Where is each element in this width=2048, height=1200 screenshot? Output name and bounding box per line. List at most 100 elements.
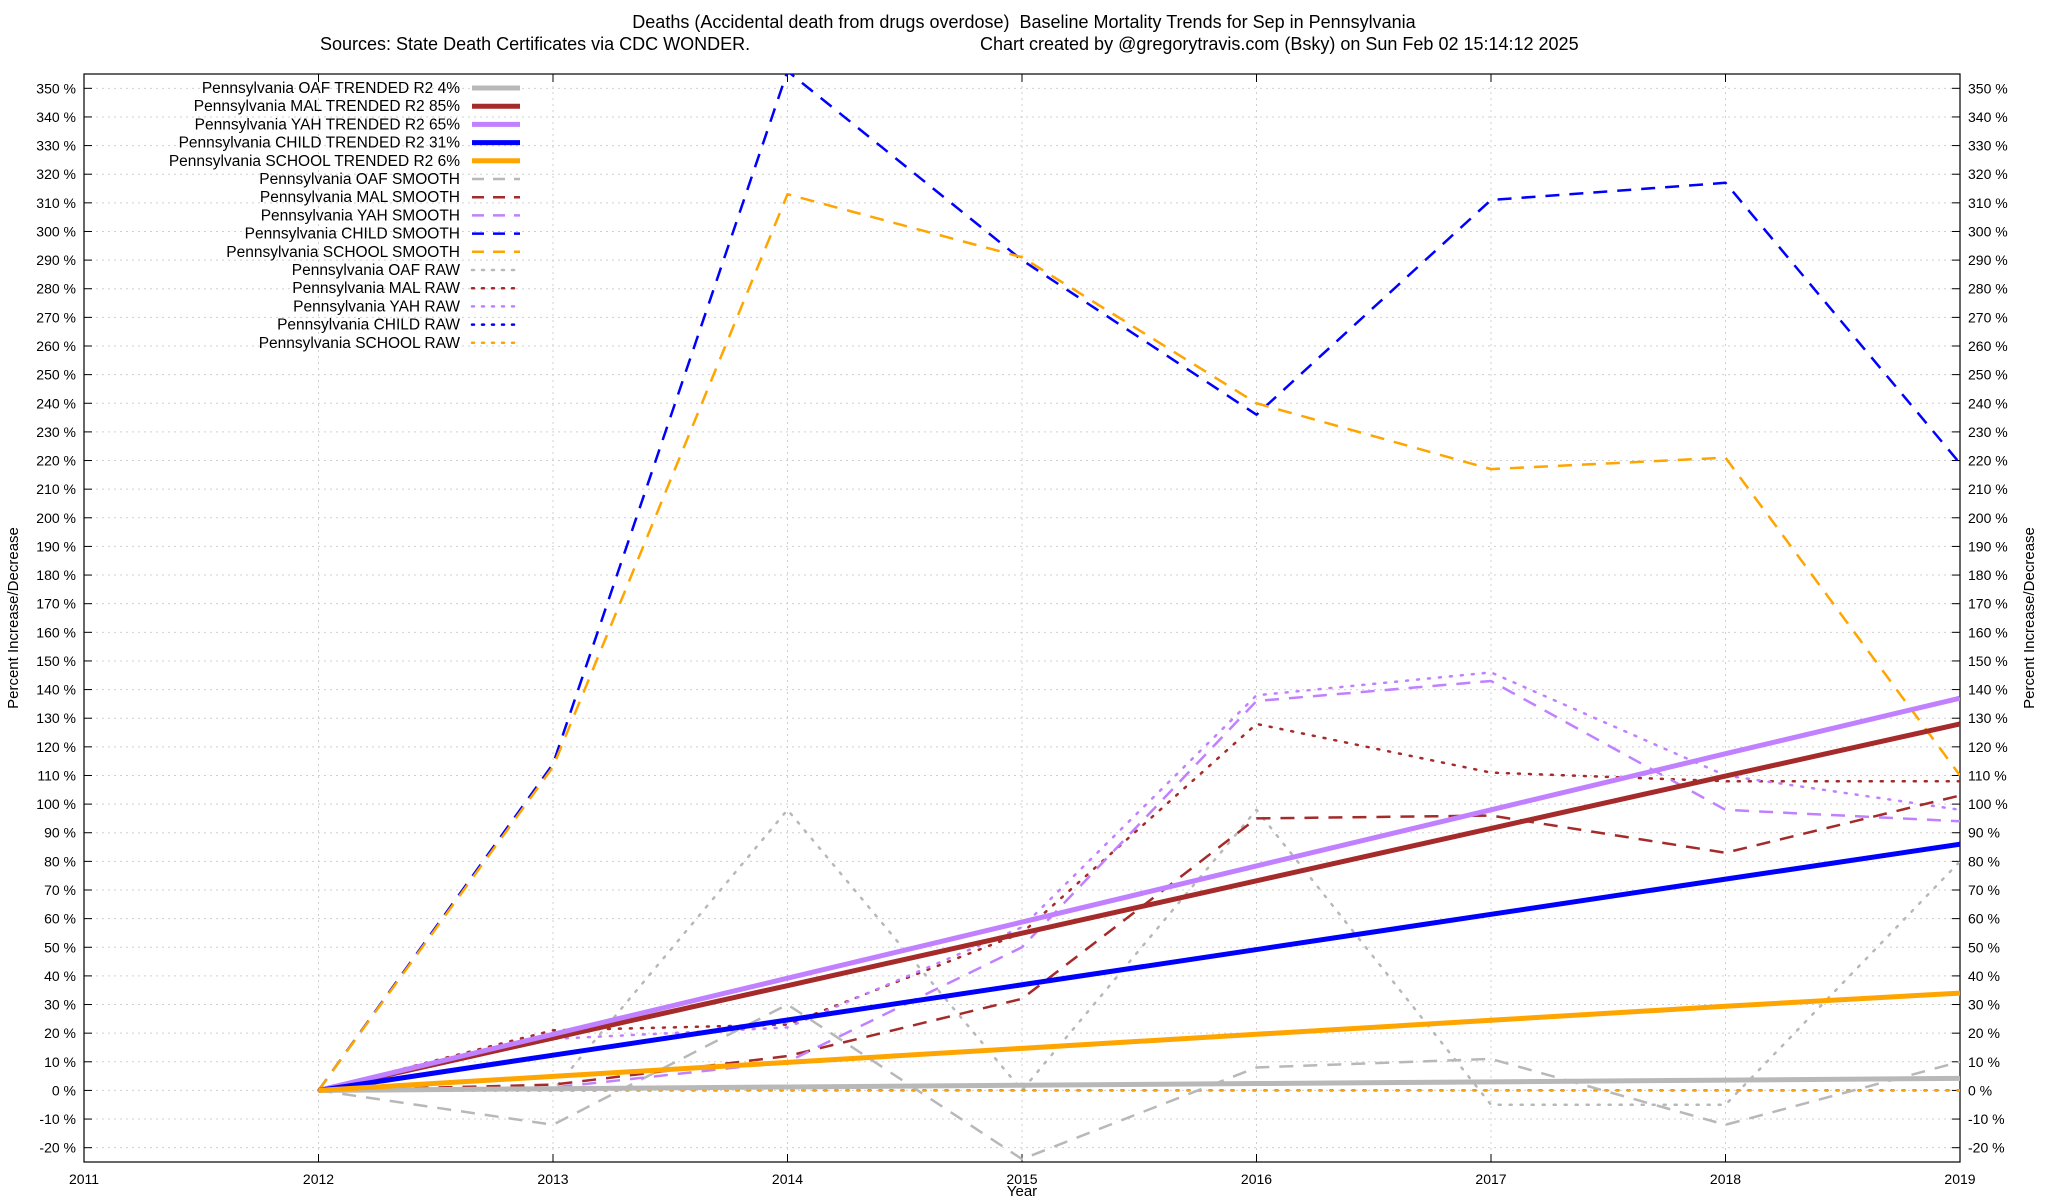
y-tick-label: 200 % [36,510,76,526]
legend-label: Pennsylvania CHILD SMOOTH [245,226,460,243]
legend-label: Pennsylvania YAH TRENDED R2 65% [195,116,461,133]
legend-label: Pennsylvania MAL TRENDED R2 85% [194,98,460,115]
y2-tick-label: 190 % [1968,538,2008,554]
legend-label: Pennsylvania SCHOOL RAW [259,335,461,352]
y2-tick-label: 290 % [1968,252,2008,268]
y-tick-label: 70 % [44,882,76,898]
y-tick-label: 240 % [36,395,76,411]
y2-tick-label: 260 % [1968,338,2008,354]
x-tick-label: 2015 [1006,1171,1037,1187]
x-tick-label: 2012 [303,1171,334,1187]
y2-tick-label: 120 % [1968,739,2008,755]
y-tick-label: 350 % [36,80,76,96]
y-tick-label: 50 % [44,939,76,955]
y-tick-label: 160 % [36,624,76,640]
legend-label: Pennsylvania MAL RAW [292,280,460,297]
legend: Pennsylvania OAF TRENDED R2 4%Pennsylvan… [169,80,522,352]
legend-label: Pennsylvania OAF RAW [292,262,461,279]
y-tick-label: 30 % [44,997,76,1013]
legend-label: Pennsylvania OAF TRENDED R2 4% [202,80,460,97]
y-tick-label: 250 % [36,367,76,383]
y-tick-label: -10 % [39,1111,76,1127]
y2-tick-label: 330 % [1968,138,2008,154]
y2-tick-label: -10 % [1968,1111,2005,1127]
series-line-8 [317,74,1960,1092]
y2-tick-label: 60 % [1968,911,2000,927]
y-tick-label: 280 % [36,281,76,297]
x-tick-label: 2013 [537,1171,568,1187]
legend-label: Pennsylvania YAH SMOOTH [261,207,460,224]
y2-tick-label: 130 % [1968,710,2008,726]
y-tick-label: 110 % [37,767,76,783]
y-tick-label: 320 % [36,166,76,182]
legend-label: Pennsylvania YAH RAW [293,298,460,315]
y2-tick-label: 200 % [1968,510,2008,526]
y-tick-label: 80 % [44,853,76,869]
axes: -20 % -20 % -10 % -10 % 0 % 0 % 10 % 10 % 20 % 20… [36,73,2008,1187]
y-tick-label: 100 % [36,796,76,812]
y2-tick-label: 310 % [1968,195,2008,211]
series-line-2 [317,695,1960,1093]
y2-tick-label: 50 % [1968,939,2000,955]
y2-tick-label: 20 % [1968,1025,2000,1041]
x-axis-label: Year [1007,1183,1037,1200]
y-axis-label: Percent Increase/Decrease [5,527,22,709]
series-line-9 [317,193,1960,1092]
x-tick-label: 2018 [1710,1171,1741,1187]
y2-tick-label: 270 % [1968,309,2008,325]
y-tick-label: 40 % [44,968,76,984]
series-line-1 [317,721,1960,1093]
series-line-3 [318,841,1960,1093]
legend-label: Pennsylvania CHILD RAW [277,317,460,334]
x-tick-label: 2011 [69,1171,99,1187]
y2-tick-label: 30 % [1968,997,2000,1013]
y-tick-label: 290 % [36,252,76,268]
y2-tick-label: 40 % [1968,968,2000,984]
y2-tick-label: 280 % [1968,281,2008,297]
y2-tick-label: 0 % [1968,1082,1992,1098]
y2-tick-label: 160 % [1968,624,2008,640]
y2-tick-label: 110 % [1968,767,2007,783]
y-tick-label: 60 % [44,911,76,927]
y-tick-label: 190 % [36,538,76,554]
grid [83,74,1961,1162]
legend-label: Pennsylvania MAL SMOOTH [260,189,460,206]
y2-tick-label: 100 % [1968,796,2008,812]
y2-tick-label: 250 % [1968,367,2008,383]
y-tick-label: 180 % [36,567,76,583]
y-tick-label: 310 % [36,195,76,211]
legend-label: Pennsylvania OAF SMOOTH [259,171,460,188]
chart-subtitle-left: Sources: State Death Certificates via CD… [320,34,751,54]
y2-tick-label: 240 % [1968,395,2008,411]
y2-tick-label: 180 % [1968,567,2008,583]
y2-tick-label: 170 % [1968,596,2008,612]
y-tick-label: 210 % [36,481,76,497]
y-tick-label: 230 % [36,424,76,440]
y-tick-label: -20 % [39,1140,76,1156]
x-tick-label: 2017 [1475,1171,1506,1187]
y-tick-label: 10 % [44,1054,76,1070]
legend-label: Pennsylvania CHILD TRENDED R2 31% [179,135,461,152]
y-tick-label: 330 % [36,138,76,154]
series-line-5 [318,1003,1960,1161]
chart-subtitle-right: Chart created by @gregorytravis.com (Bsk… [980,34,1579,54]
x-tick-label: 2014 [772,1171,803,1187]
series-line-4 [318,990,1960,1093]
y-tick-label: 170 % [36,596,76,612]
chart-title: Deaths (Accidental death from drugs over… [632,12,1416,32]
series-group [317,74,1960,1161]
y-tick-label: 120 % [36,739,76,755]
series-line-6 [318,794,1960,1092]
y-tick-label: 130 % [36,710,76,726]
y-tick-label: 220 % [36,453,76,469]
legend-label: Pennsylvania SCHOOL TRENDED R2 6% [169,153,460,170]
y2-tick-label: 230 % [1968,424,2008,440]
y2-tick-label: -20 % [1968,1140,2005,1156]
series-line-12 [317,671,1960,1092]
y2-tick-label: 70 % [1968,882,2000,898]
y2-tick-label: 210 % [1968,481,2008,497]
y2-tick-label: 90 % [1968,825,2000,841]
y2-tick-label: 140 % [1968,682,2008,698]
x-tick-label: 2019 [1944,1171,1975,1187]
